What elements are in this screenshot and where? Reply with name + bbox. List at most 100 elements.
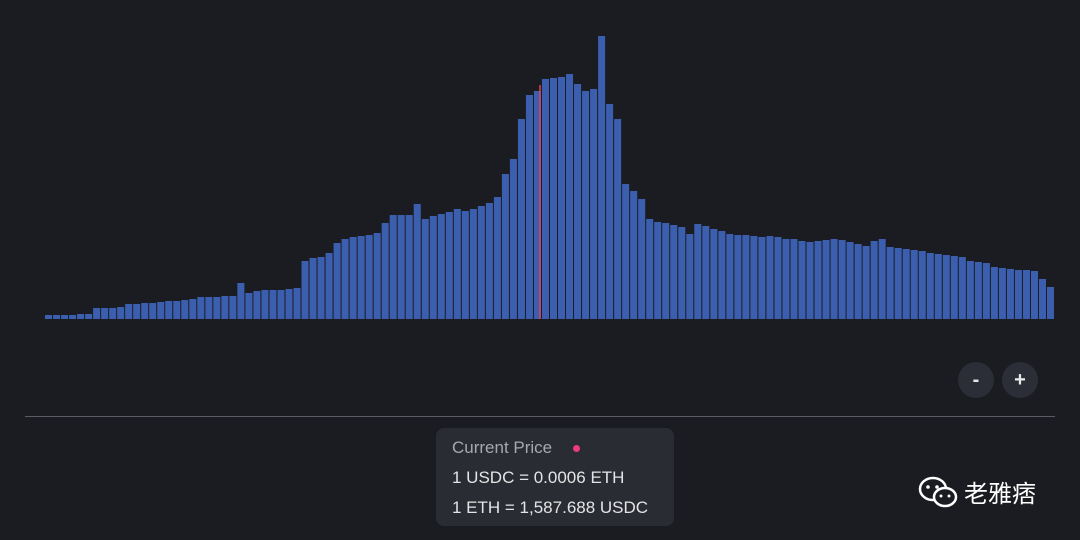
bar [822,240,830,319]
bar [461,211,469,319]
bar [445,212,453,319]
bar [614,119,622,319]
bar [53,315,61,319]
bar [213,297,221,319]
bar [173,301,181,319]
bar [726,234,734,319]
bar [902,249,910,319]
bar [525,95,533,319]
bar [774,237,782,319]
bar [846,242,854,319]
bar [437,214,445,319]
bar [405,215,413,319]
bar [582,91,590,319]
bar [1022,270,1030,319]
bar [469,209,477,319]
bar [205,297,213,319]
watermark: 老雅痞 [918,474,1036,509]
bar [493,197,501,319]
bar [974,262,982,319]
bar [926,253,934,319]
zoom-in-button[interactable]: + [1002,362,1038,398]
bar [566,74,574,319]
bar [790,239,798,319]
bar [718,231,726,319]
bar [109,308,117,319]
bar [541,79,549,319]
bar [678,227,686,319]
bar [85,314,93,319]
bar [990,267,998,319]
bar [61,315,69,319]
bar [838,240,846,319]
bar [982,263,990,319]
bar [309,258,317,319]
bar [606,104,614,319]
zoom-out-button[interactable]: - [958,362,994,398]
bar [1006,269,1014,319]
bar [117,307,125,319]
bar [646,219,654,319]
bar [934,254,942,319]
bar [477,206,485,319]
bar [806,242,814,319]
bar [870,241,878,319]
bar [325,253,333,319]
bar [381,223,389,319]
bar [373,233,381,319]
bar [966,261,974,319]
bar [181,300,189,319]
bar [453,209,461,319]
bar [269,290,277,319]
bar [910,250,918,319]
bar [766,236,774,319]
bar [365,235,373,319]
bar [397,215,405,319]
bar [686,234,694,319]
bar [93,308,101,319]
bar [574,84,582,319]
bar [998,268,1006,319]
bar [750,236,758,319]
divider [25,416,1055,417]
bar [501,174,509,319]
wechat-icon [918,476,958,507]
bar [1014,270,1022,319]
bar [317,257,325,319]
bar [45,315,53,319]
bar [734,235,742,319]
bar [550,78,558,319]
bar [333,243,341,319]
bar [189,299,197,319]
bar [886,247,894,319]
bar [533,91,541,319]
bar [590,89,598,319]
bar [389,215,397,319]
bar [958,257,966,319]
bar [894,248,902,319]
bar [125,304,133,319]
bar [862,246,870,319]
bar [485,203,493,319]
bar [638,199,646,319]
watermark-text: 老雅痞 [964,480,1036,508]
bar [149,303,157,319]
bar [854,244,862,319]
bar [293,288,301,319]
price-line: 1 ETH = 1,587.688 USDC [452,498,649,517]
bar [141,303,149,319]
bar [165,301,173,319]
bar [710,229,718,319]
bar [950,256,958,319]
bar [814,241,822,319]
bar [277,290,285,319]
bar [253,291,261,319]
bar [558,77,566,319]
bar [1038,279,1046,319]
bar [157,302,165,319]
bar [1046,287,1054,319]
bar [942,255,950,319]
bar [229,296,237,319]
bar [413,204,421,319]
